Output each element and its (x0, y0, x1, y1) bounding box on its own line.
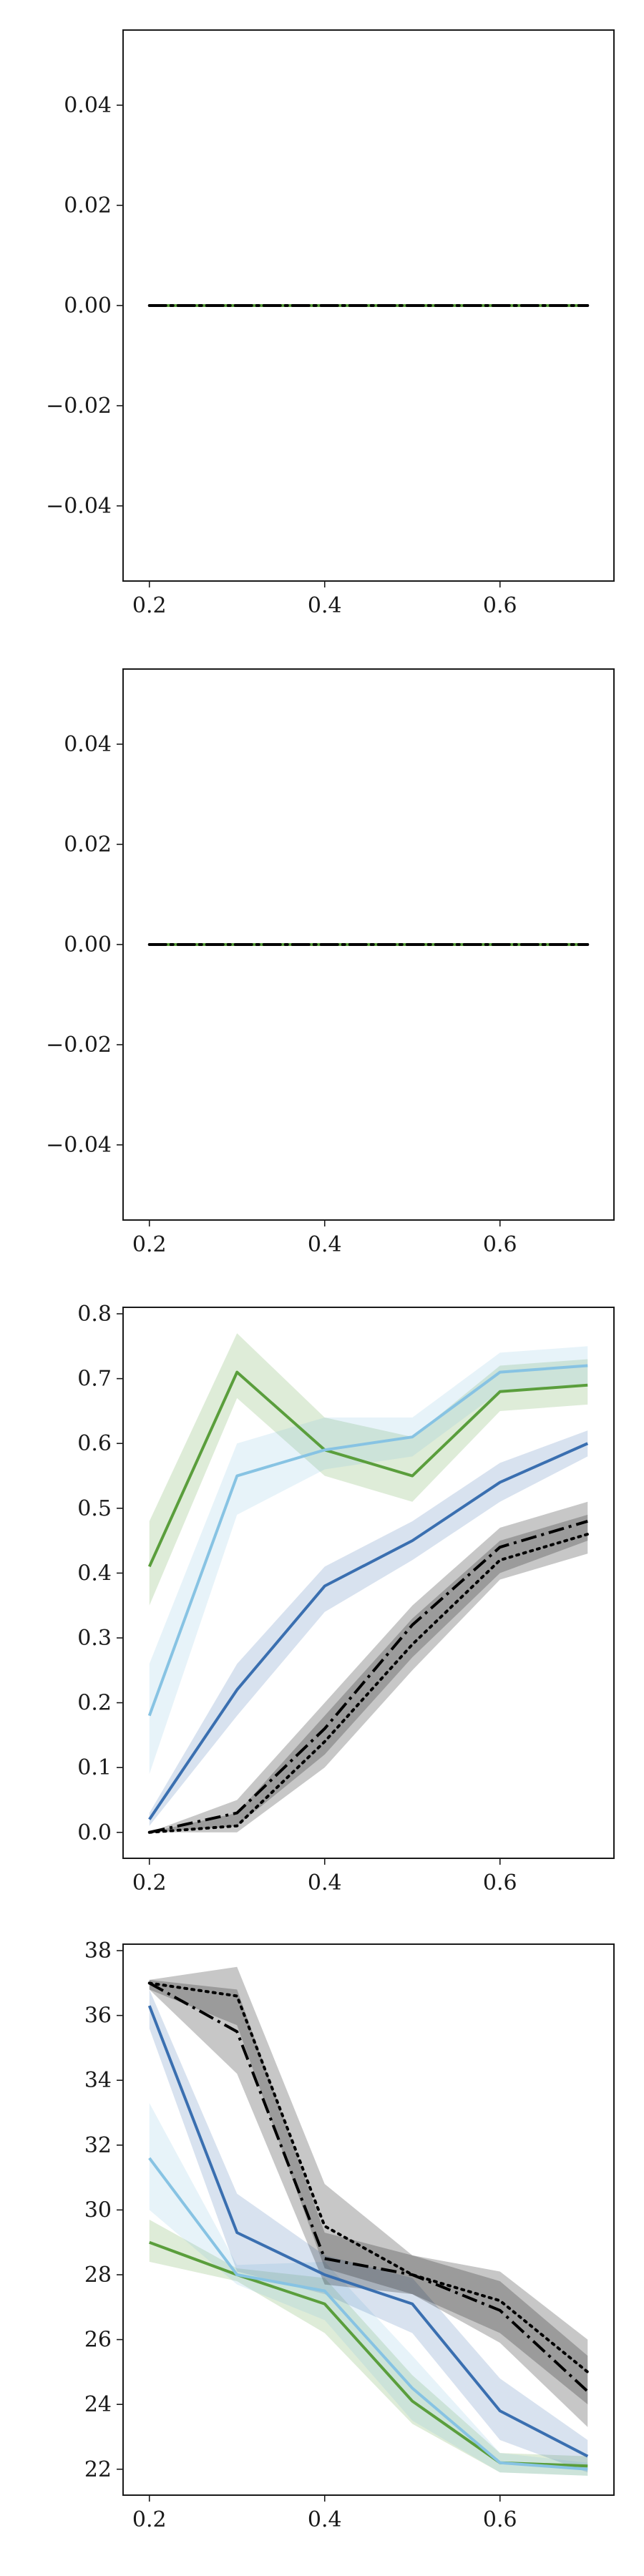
y-tick-label: 24 (84, 2392, 112, 2417)
series-2-line (147, 1364, 588, 1717)
y-tick-label: 34 (84, 2068, 112, 2093)
y-tick-label: 0.00 (64, 932, 112, 957)
x-tick-label: 0.4 (308, 2507, 342, 2532)
y-tick-label: 32 (84, 2133, 112, 2158)
y-tick-label: 0.8 (77, 1302, 112, 1327)
series-1-band (149, 2220, 588, 2476)
plot-area (147, 1966, 590, 2476)
y-tick-label: 0.00 (64, 293, 112, 318)
x-tick-label: 0.4 (308, 1232, 342, 1257)
series-1-line (147, 1370, 588, 1568)
y-tick-label: 0.1 (77, 1755, 112, 1780)
series-4-band (149, 1514, 588, 1833)
series-1-band (149, 1333, 588, 1606)
panel-4: 0.2 0.4 0.6 22 24 26 28 30 32 34 36 38 (84, 1938, 615, 2532)
series-5-band (149, 1501, 588, 1833)
y-tick-label: 0.02 (64, 832, 112, 857)
x-tick-label: 0.6 (483, 2507, 517, 2532)
y-tick-label: −0.04 (46, 494, 112, 519)
series-3-band (149, 1430, 588, 1826)
x-tick-label: 0.6 (483, 1232, 517, 1257)
y-tick-label: 0.2 (77, 1691, 112, 1716)
x-tick-label: 0.2 (132, 1870, 167, 1896)
y-tick-label: 38 (84, 1938, 112, 1963)
y-tick-label: −0.04 (46, 1133, 112, 1158)
y-tick-label: 0.5 (77, 1496, 112, 1521)
series-3-line (148, 1442, 589, 1820)
panel-2: 0.2 0.4 0.6 0.04 0.02 0.00 −0.02 −0.04 (46, 668, 615, 1257)
panel-1: 0.2 0.4 0.6 0.04 0.02 0.00 −0.02 −0.04 (46, 29, 615, 618)
series-5-line (148, 1981, 589, 2393)
series-3-line (147, 2005, 589, 2458)
x-tick-label: 0.6 (483, 1870, 517, 1896)
series-2-band (149, 1346, 588, 1775)
y-tick-label: 30 (84, 2197, 112, 2223)
x-tick-label: 0.4 (308, 593, 342, 618)
y-tick-label: 0.04 (64, 93, 112, 118)
panel-3: 0.2 0.4 0.6 0.0 0.1 0.2 0.3 0.4 0.5 0.6 0.7 0.8 (77, 1302, 615, 1896)
y-tick-label: 0.0 (77, 1820, 112, 1845)
plot-area (147, 1333, 590, 1834)
y-tick-label: 36 (84, 2004, 112, 2029)
y-tick-label: 22 (84, 2457, 112, 2482)
y-tick-label: 26 (84, 2328, 112, 2353)
axes-frame (122, 1307, 615, 1859)
y-tick-label: 0.4 (77, 1561, 112, 1586)
series-5-line (149, 1520, 588, 1834)
x-tick-label: 0.2 (132, 2507, 167, 2532)
y-tick-label: 0.3 (77, 1626, 112, 1651)
series-2-line (148, 2157, 588, 2471)
y-tick-label: 0.02 (64, 193, 112, 218)
axes-frame (122, 1943, 615, 2496)
y-tick-label: 0.04 (64, 732, 112, 757)
x-tick-label: 0.6 (483, 593, 517, 618)
series-4-line (147, 1533, 590, 1834)
x-tick-label: 0.2 (132, 1232, 167, 1257)
x-tick-label: 0.2 (132, 593, 167, 618)
y-tick-label: 28 (84, 2263, 112, 2288)
y-tick-label: −0.02 (46, 394, 112, 419)
x-tick-label: 0.4 (308, 1870, 342, 1896)
y-tick-label: −0.02 (46, 1033, 112, 1058)
y-tick-label: 0.6 (77, 1431, 112, 1456)
y-tick-label: 0.7 (77, 1367, 112, 1392)
series-4-line (147, 1981, 590, 2373)
